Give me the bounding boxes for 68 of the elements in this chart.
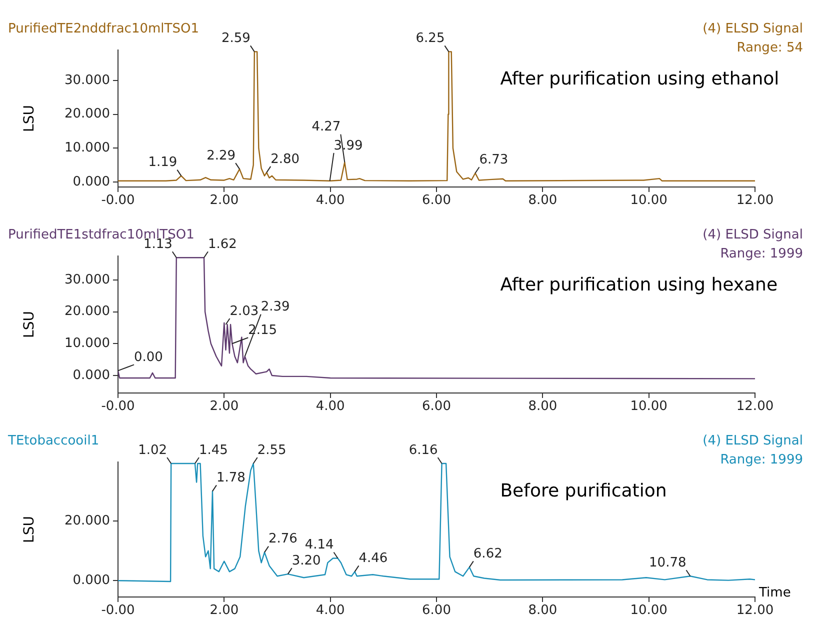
annotation: 2.29 [206,148,236,164]
annotation: 6.25 [416,31,445,46]
annotation: 1.45 [198,442,228,458]
x-tick-label: 4.00 [316,399,345,414]
x-axis-title: Time [758,585,791,600]
annotation: 10.78 [649,556,686,571]
annotation: 0.00 [134,350,163,366]
annotation: Range: 1999 [720,246,803,262]
x-tick-label: 4.00 [316,603,345,618]
annotation: 1.62 [208,236,237,252]
annotation: 2.80 [270,152,300,167]
annotation: 4.46 [358,551,388,566]
x-tick-label: 8.00 [528,399,558,414]
y-tick-label: 30.000 [64,272,110,288]
annotation: 2.55 [257,442,286,458]
annotation: After purification using ethanol [500,68,780,90]
annotation: 4.27 [312,120,341,135]
annotation: 4.14 [304,538,334,553]
x-tick-label: 8.00 [528,603,558,618]
annotation: 1.02 [138,442,168,458]
annotation: 1.78 [216,470,246,486]
annotation: 2.39 [260,300,290,315]
chart-title: TEtobaccooil1 [7,433,100,448]
y-tick-label: 20.000 [64,106,110,122]
annotation: 2.76 [268,532,298,547]
x-tick-label: 2.00 [210,603,239,618]
annotation: 6.73 [479,152,508,168]
x-tick-label: 6.00 [422,603,451,618]
annotation: 6.16 [408,442,438,458]
chart-title: PurifiedTE2nddfrac10mlTSO1 [8,21,199,36]
annotation: 3.20 [292,553,321,568]
y-axis-title: LSU [22,516,38,543]
annotation: 1.19 [148,155,178,170]
x-tick-label: -0.00 [101,193,135,208]
annotation: Range: 1999 [720,452,803,468]
y-tick-label: 30.000 [64,72,110,88]
x-tick-label: 12.00 [736,193,774,208]
x-tick-label: 6.00 [422,399,451,414]
x-tick-label: 4.00 [316,193,345,208]
annotation: 6.62 [473,546,502,562]
x-tick-label: 12.00 [736,399,774,414]
x-tick-label: 10.00 [630,399,668,414]
x-tick-label: -0.00 [101,603,135,618]
y-tick-label: 10.000 [64,336,110,351]
x-tick-label: 12.00 [736,603,774,618]
y-tick-label: 0.000 [72,572,110,588]
chart-subtitle: (4) ELSD Signal [702,227,803,242]
y-tick-label: 10.000 [64,140,110,156]
x-tick-label: 2.00 [210,193,239,208]
chart-subtitle: (4) ELSD Signal [702,21,803,36]
y-axis-title: LSU [22,311,38,338]
y-tick-label: 0.000 [72,174,110,190]
annotation: 2.59 [221,31,250,46]
x-tick-label: -0.00 [101,399,135,414]
annotation: Before purification [500,480,667,502]
x-tick-label: 6.00 [422,193,451,208]
y-tick-label: 20.000 [64,304,110,320]
x-tick-label: 8.00 [528,193,558,208]
x-tick-label: 10.00 [630,603,668,618]
annotation: After purification using hexane [500,274,778,296]
annotation: 2.03 [230,304,259,319]
y-axis-title: LSU [22,105,38,132]
chart-subtitle: (4) ELSD Signal [702,433,803,448]
y-tick-label: 0.000 [72,368,110,383]
x-tick-label: 2.00 [210,399,239,414]
annotation: Range: 54 [736,40,803,56]
y-tick-label: 20.000 [64,513,110,528]
x-tick-label: 10.00 [630,193,668,208]
